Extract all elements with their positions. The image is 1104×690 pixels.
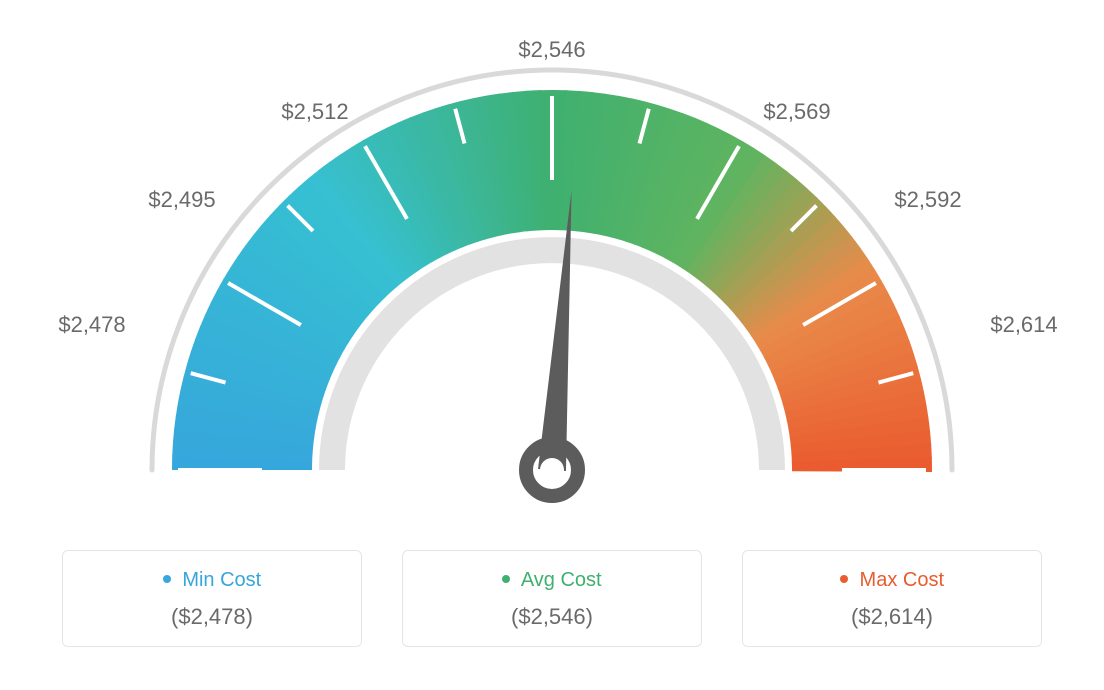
legend-value-min: ($2,478) — [73, 604, 351, 630]
legend-title-text: Max Cost — [860, 569, 944, 591]
gauge-tick-label: $2,592 — [894, 187, 961, 213]
bullet-icon — [163, 575, 171, 583]
gauge-tick-label: $2,512 — [281, 99, 348, 125]
legend-title-avg: Avg Cost — [413, 569, 691, 592]
bullet-icon — [502, 575, 510, 583]
gauge-tick-label: $2,478 — [58, 312, 125, 338]
legend-title-max: Max Cost — [753, 569, 1031, 592]
legend-row: Min Cost ($2,478) Avg Cost ($2,546) Max … — [20, 550, 1084, 647]
legend-value-avg: ($2,546) — [413, 604, 691, 630]
legend-title-min: Min Cost — [73, 569, 351, 592]
cost-gauge-chart: $2,478 $2,495 $2,512 $2,546 $2,569 $2,592 $2,6… — [22, 20, 1082, 520]
gauge-tick-label: $2,614 — [990, 312, 1057, 338]
gauge-tick-label: $2,546 — [518, 37, 585, 63]
legend-value-max: ($2,614) — [753, 604, 1031, 630]
legend-card-min: Min Cost ($2,478) — [62, 550, 362, 647]
legend-title-text: Min Cost — [182, 569, 261, 591]
legend-card-max: Max Cost ($2,614) — [742, 550, 1042, 647]
gauge-svg — [22, 20, 1082, 520]
legend-title-text: Avg Cost — [521, 569, 602, 591]
bullet-icon — [840, 575, 848, 583]
gauge-tick-label: $2,569 — [763, 99, 830, 125]
legend-card-avg: Avg Cost ($2,546) — [402, 550, 702, 647]
gauge-tick-label: $2,495 — [148, 187, 215, 213]
